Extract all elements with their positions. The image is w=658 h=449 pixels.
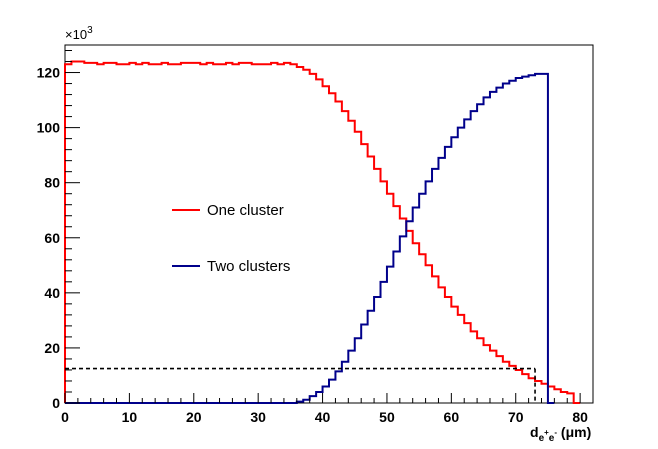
y-tick-label: 100	[37, 120, 61, 136]
x-tick-label: 40	[315, 409, 331, 425]
legend: One cluster Two clusters	[172, 202, 290, 275]
y-tick-label: 80	[44, 175, 60, 191]
x-tick-label: 30	[250, 409, 266, 425]
threshold-annotation	[65, 367, 536, 403]
y-tick-label: 0	[52, 395, 60, 411]
series-line-1	[65, 72, 555, 404]
legend-label-1: Two clusters	[207, 258, 290, 275]
plot-border	[64, 44, 594, 404]
x-tick-label: 80	[572, 409, 588, 425]
series-line-0	[64, 60, 581, 404]
series-group	[64, 60, 581, 404]
x-tick-label: 50	[379, 409, 395, 425]
y-tick-label: 20	[44, 340, 60, 356]
y-multiplier-label: ×103	[65, 25, 93, 42]
x-tick-label: 60	[444, 409, 460, 425]
plot-frame	[64, 44, 594, 404]
x-tick-label: 10	[122, 409, 138, 425]
y-tick-label: 40	[44, 285, 60, 301]
x-axis-title: de+e- (μm)	[530, 424, 591, 444]
y-tick-label: 60	[44, 230, 60, 246]
x-tick-label: 0	[61, 409, 69, 425]
x-tick-label: 20	[186, 409, 202, 425]
axes: 0 10 20 30 40 50 60 70 80 0 20 40 60 80 100 120 ×103 de+e…	[37, 25, 594, 444]
x-tick-label: 70	[508, 409, 524, 425]
legend-label-0: One cluster	[207, 202, 284, 219]
y-tick-label: 120	[37, 65, 61, 81]
